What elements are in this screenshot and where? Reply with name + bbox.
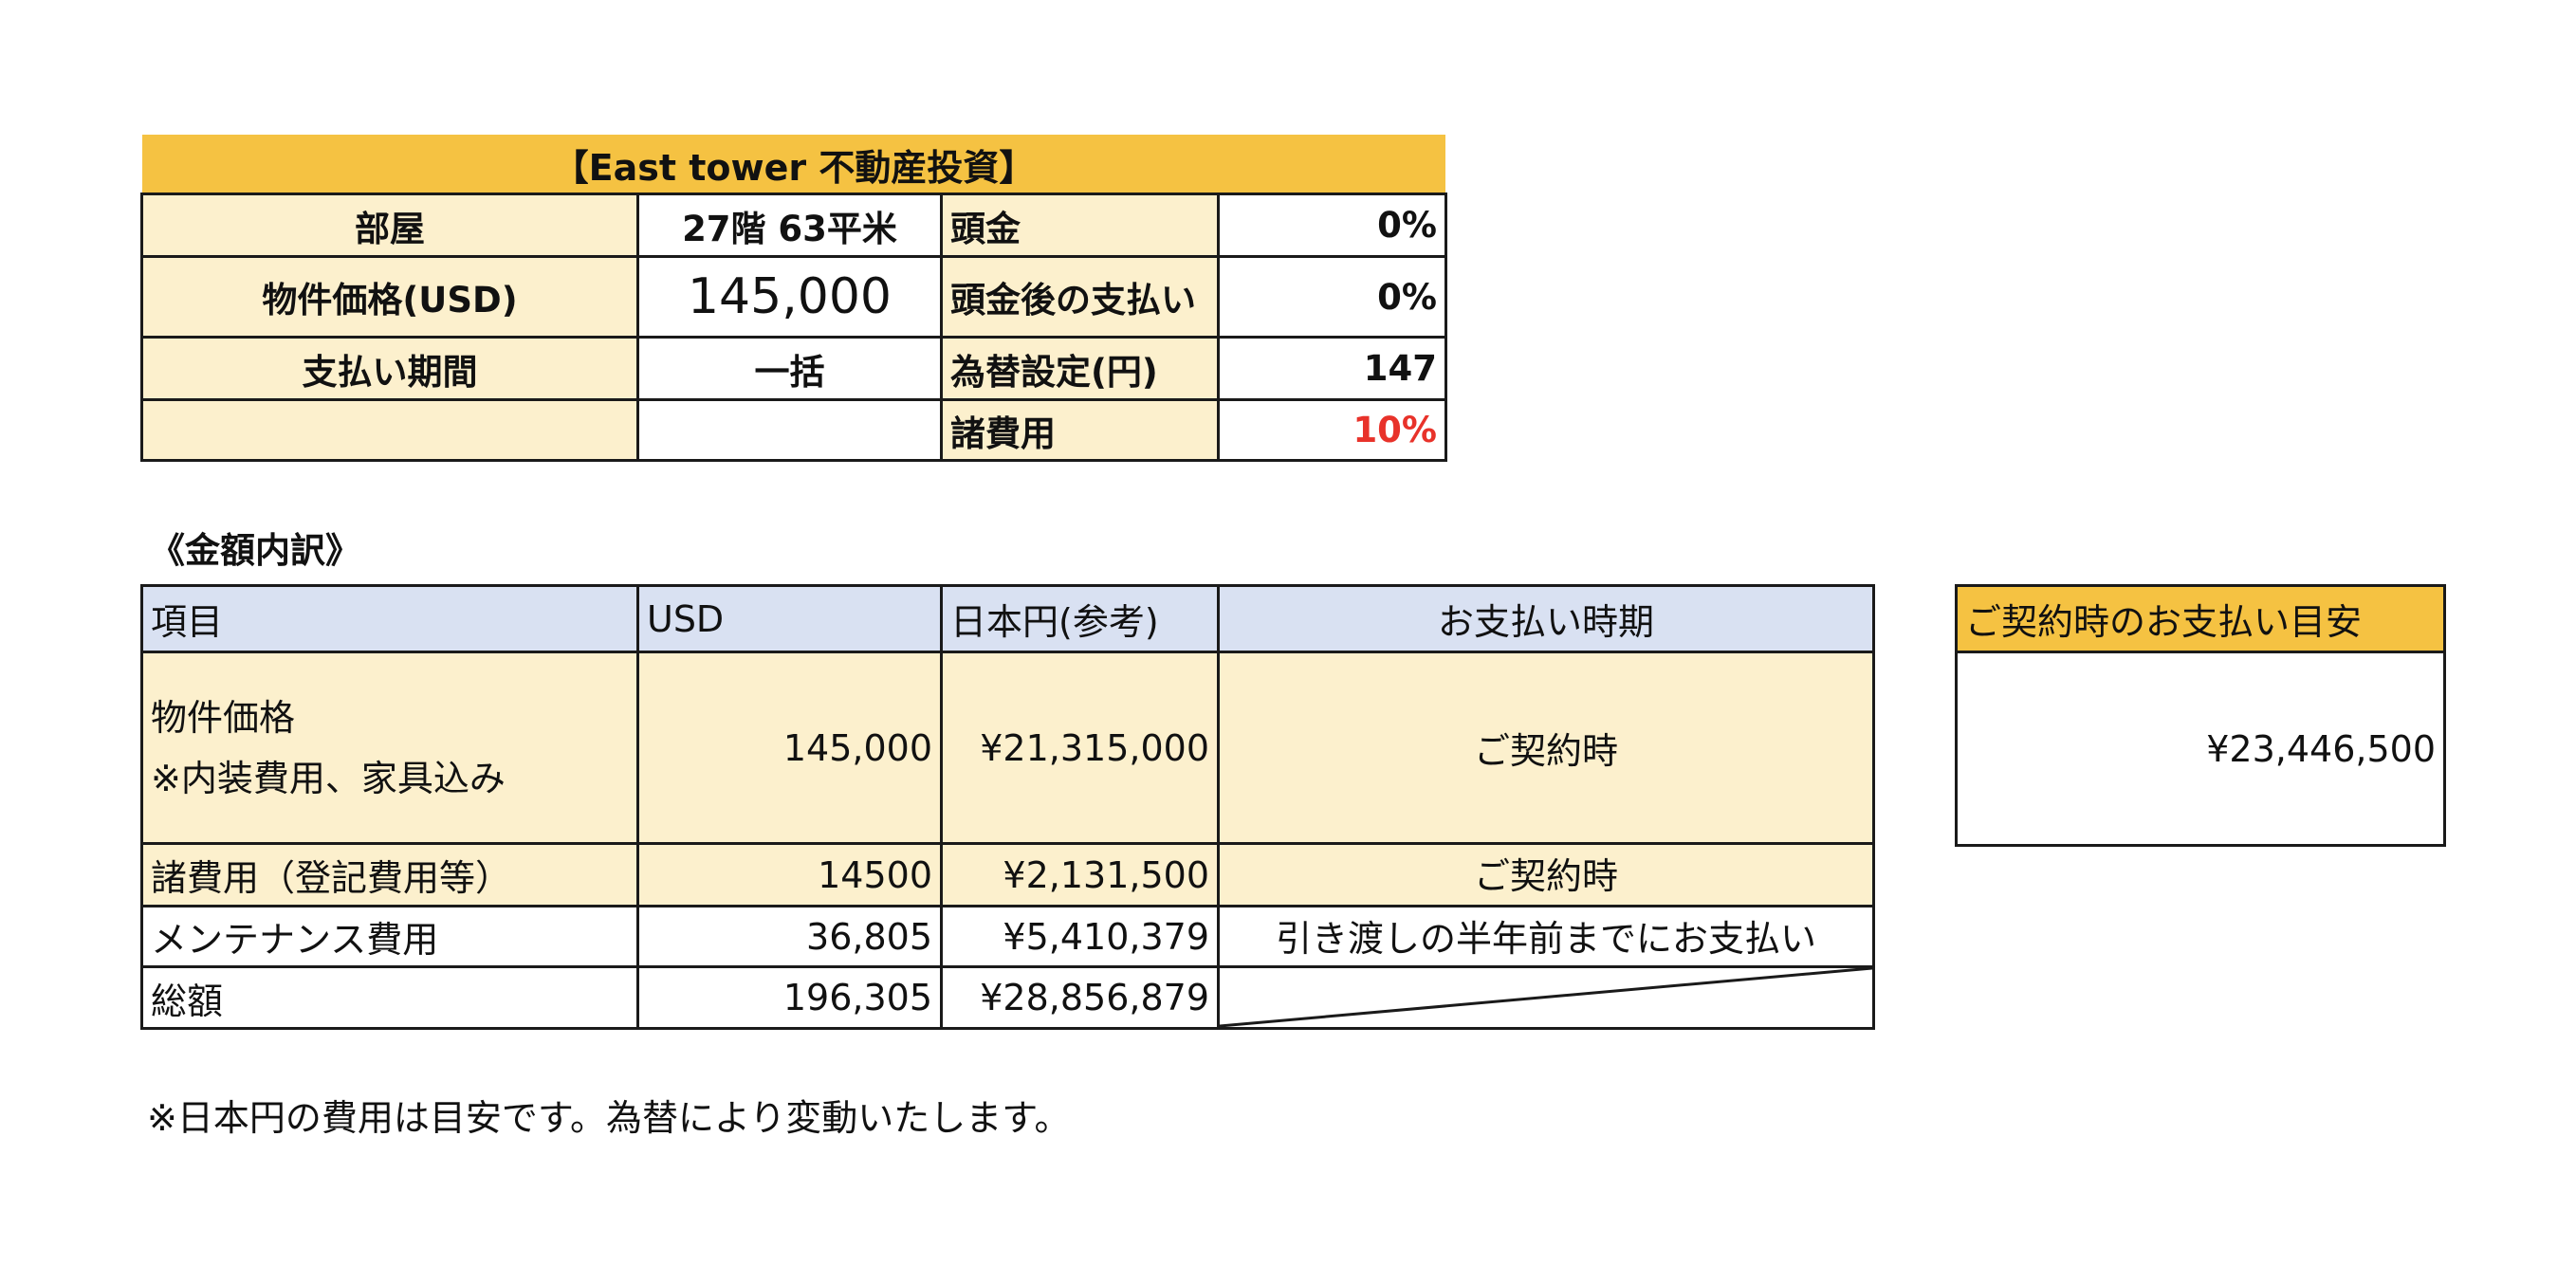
down-payment-label: 頭金 [943, 195, 1220, 258]
estimate-title: ご契約時のお支払い目安 [1958, 587, 2446, 653]
room-label: 部屋 [143, 195, 639, 258]
payment-timing: ご契約時 [1220, 845, 1875, 908]
usd-amount: 14500 [639, 845, 943, 908]
jpy-amount: ¥28,856,879 [943, 968, 1220, 1030]
item-name: 総額 [143, 968, 639, 1030]
estimate-box: ご契約時のお支払い目安 ¥23,446,500 [1955, 584, 2446, 847]
fees-label: 諸費用 [943, 401, 1220, 462]
property-price-label: 物件価格(USD) [143, 258, 639, 339]
payment-period-value: 一括 [639, 339, 943, 401]
usd-amount: 36,805 [639, 908, 943, 968]
footnote: ※日本円の費用は目安です。為替により変動いたします。 [147, 1097, 1071, 1139]
item-note: ※内装費用、家具込み [151, 757, 506, 799]
item-name: 物件価格 [151, 696, 296, 739]
column-header-timing: お支払い時期 [1220, 587, 1875, 653]
empty-cell [143, 401, 639, 462]
property-price-value: 145,000 [639, 258, 943, 339]
down-payment-value: 0% [1220, 195, 1447, 258]
fees-value: 10% [1220, 401, 1447, 462]
after-down-payment-label: 頭金後の支払い [943, 258, 1220, 339]
jpy-amount: ¥2,131,500 [943, 845, 1220, 908]
title-banner: 【East tower 不動産投資】 [142, 135, 1445, 193]
item-name: 諸費用（登記費用等） [143, 845, 639, 908]
column-header-item: 項目 [143, 587, 639, 653]
usd-amount: 196,305 [639, 968, 943, 1030]
payment-period-label: 支払い期間 [143, 339, 639, 401]
jpy-amount: ¥5,410,379 [943, 908, 1220, 968]
diagonal-empty-cell [1220, 968, 1875, 1030]
page-title: 【East tower 不動産投資】 [552, 146, 1036, 189]
exchange-rate-label: 為替設定(円) [943, 339, 1220, 401]
jpy-amount: ¥21,315,000 [943, 653, 1220, 845]
estimate-amount: ¥23,446,500 [1958, 653, 2446, 847]
payment-timing: 引き渡しの半年前までにお支払い [1220, 908, 1875, 968]
item-name: メンテナンス費用 [143, 908, 639, 968]
column-header-usd: USD [639, 587, 943, 653]
column-header-jpy: 日本円(参考) [943, 587, 1220, 653]
usd-amount: 145,000 [639, 653, 943, 845]
table-row-item: 物件価格 ※内装費用、家具込み [143, 653, 639, 845]
room-value: 27階 63平米 [639, 195, 943, 258]
after-down-payment-value: 0% [1220, 258, 1447, 339]
info-table: 部屋 27階 63平米 頭金 0% 物件価格(USD) 145,000 頭金後の… [140, 192, 1447, 462]
breakdown-table: 項目 USD 日本円(参考) お支払い時期 物件価格 ※内装費用、家具込み 14… [140, 584, 1875, 1030]
empty-cell [639, 401, 943, 462]
diagonal-line [1220, 968, 1872, 1027]
breakdown-heading: 《金額内訳》 [150, 530, 360, 571]
payment-timing: ご契約時 [1220, 653, 1875, 845]
exchange-rate-value: 147 [1220, 339, 1447, 401]
